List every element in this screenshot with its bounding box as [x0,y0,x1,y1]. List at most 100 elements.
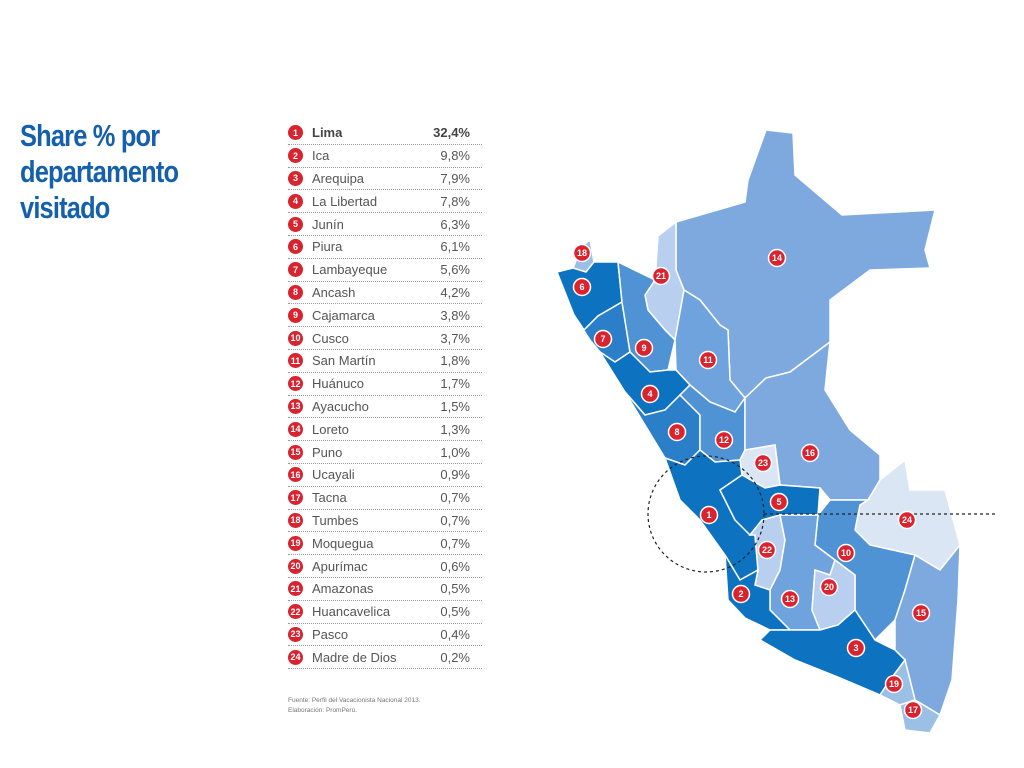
share-value: 4,2% [440,284,470,300]
share-value: 1,3% [440,421,470,437]
map-badge [903,700,923,720]
department-name: Junín [312,216,344,232]
map-badge [640,384,660,404]
map-badge-label: 22 [762,545,772,555]
table-row: 22 Huancavelica 0,5% [288,601,482,624]
rank-badge: 18 [288,512,303,528]
department-name: Pasco [312,626,349,642]
map-badge [769,492,789,512]
map-badge [593,329,613,349]
department-name: Lima [312,125,343,141]
title-line-1: Share % por [20,118,160,153]
title-line-3: visitado [20,190,110,225]
map-badge [911,603,931,623]
map-badge [780,589,800,609]
rank-badge: 10 [288,330,303,346]
map-badge [836,543,856,563]
map-badge [714,430,734,450]
share-value: 0,4% [440,626,470,642]
share-value: 1,0% [440,444,470,460]
table-row: 23 Pasco 0,4% [288,624,482,647]
department-name: San Martín [312,353,376,369]
share-value: 0,6% [440,558,470,574]
department-name: Amazonas [312,581,374,597]
map-badge [897,510,917,530]
map-badge [572,277,592,297]
share-value: 0,7% [440,535,470,551]
rank-badge: 22 [288,604,303,620]
map-badge-label: 18 [577,248,587,258]
department-name: La Libertad [312,193,378,209]
department-name: Arequipa [312,170,365,186]
table-row: 2 Ica 9,8% [288,145,482,168]
map-badge-label: 5 [776,497,781,507]
map-badge-label: 20 [824,582,834,592]
map-badge [846,638,866,658]
share-table: 1 Lima 32,4% 2 Ica 9,8% 3 Arequipa 7,9% 4 La Liber… [288,122,482,670]
title-line-2: departamento [20,154,179,189]
rank-badge: 13 [288,398,303,414]
department-name: Tumbes [312,512,359,528]
table-row: 6 Piura 6,1% [288,236,482,259]
rank-badge: 20 [288,558,303,574]
rank-badge: 12 [288,376,303,392]
share-value: 32,4% [433,125,470,141]
department-name: Tacna [312,490,347,506]
department-name: Madre de Dios [312,649,397,665]
source-line: Fuente: Perfil del Vacacionista Nacional… [288,697,421,704]
share-value: 3,7% [440,330,470,346]
table-row: 12 Huánuco 1,7% [288,373,482,396]
department-name: Lambayeque [312,262,388,278]
rank-badge: 24 [288,649,303,665]
rank-badge: 23 [288,626,303,642]
department-name: Piura [312,239,343,255]
rank-badge: 19 [288,535,303,551]
share-value: 0,9% [440,467,470,483]
department-name: Cajamarca [312,307,375,323]
rank-badge: 15 [288,444,303,460]
share-value: 3,8% [440,307,470,323]
map-badge-label: 7 [600,334,605,344]
table-row: 7 Lambayeque 5,6% [288,259,482,282]
share-value: 0,5% [440,581,470,597]
rank-badge: 14 [288,421,303,437]
share-value: 0,5% [440,604,470,620]
map-badge [634,338,654,358]
map-badge-label: 3 [853,643,858,653]
department-name: Moquegua [312,535,374,551]
map-badge [667,422,687,442]
table-row: 19 Moquegua 0,7% [288,532,482,556]
map-badge [651,266,671,286]
table-row: 15 Puno 1,0% [288,441,482,464]
map-badge-label: 21 [656,271,666,281]
map-badge-label: 10 [841,548,851,558]
share-value: 7,9% [440,170,470,186]
map-badge-label: 16 [805,448,815,458]
rank-badge: 5 [288,216,303,232]
region-arequipa [758,608,906,696]
source-note: Fuente: Perfil del Vacacionista Nacional… [288,696,421,716]
map-badge-label: 9 [641,343,646,353]
map-badge [698,350,718,370]
region-ica [724,554,792,631]
table-row: 4 La Libertad 7,8% [288,190,482,214]
rank-badge: 7 [288,262,303,278]
department-name: Ayacucho [312,398,369,414]
share-value: 9,8% [440,148,470,164]
rank-badge: 2 [288,148,303,164]
map-badge-label: 15 [916,608,926,618]
table-row: 17 Tacna 0,7% [288,487,482,510]
department-name: Cusco [312,330,349,346]
table-row: 5 Junín 6,3% [288,213,482,236]
rank-badge: 9 [288,307,303,323]
table-row: 21 Amazonas 0,5% [288,578,482,601]
department-name: Puno [312,444,343,460]
map-badge-label: 2 [738,589,743,599]
table-row: 9 Cajamarca 3,8% [288,304,482,328]
page-title: Share % por departamento visitado [20,118,209,226]
table-row: 13 Ayacucho 1,5% [288,396,482,419]
map-badge-label: 24 [902,515,912,525]
share-value: 0,7% [440,512,470,528]
map-badge-label: 6 [579,282,584,292]
